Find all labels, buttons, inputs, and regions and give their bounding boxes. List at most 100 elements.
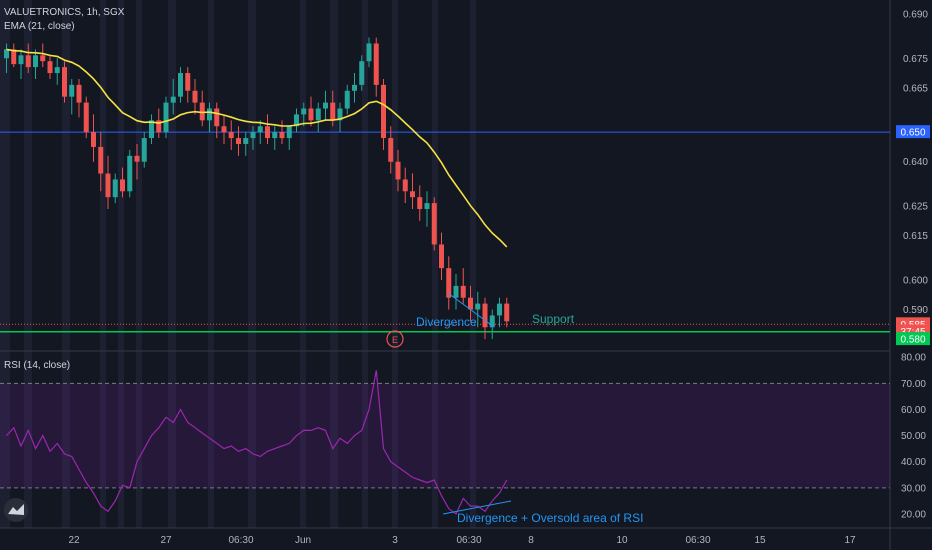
candle-body [468,297,473,310]
session-shade [24,0,32,528]
rsi-band-zone [0,383,890,488]
session-shade [432,0,438,528]
candle-body [308,108,314,121]
rsi-annotation[interactable]: Divergence + Oversold area of RSI [457,511,643,525]
ema-line [6,48,508,248]
candle-body [127,155,133,192]
tradingview-logo-icon[interactable] [4,498,28,522]
candle-body [294,114,299,127]
candle-body [170,96,176,103]
time-tick-label: 22 [68,535,80,546]
price-tag-label: 0.650 [900,128,925,139]
symbol-title: VALUETRONICS, 1h, SGX [4,7,125,18]
price-tick-label: 0.640 [903,157,928,168]
candle-body [431,203,437,245]
rsi-divergence-line[interactable] [442,500,512,515]
rsi-line [6,370,508,515]
candle-body [91,132,96,147]
candle-body [25,55,31,68]
candle-body [243,138,249,144]
price-tick-label: 0.675 [903,54,928,65]
candle-body [330,102,336,121]
candle-body [395,161,401,180]
candle-body [489,315,495,328]
session-shade [0,0,10,528]
candle-body [265,126,270,139]
session-shade [470,0,476,528]
candle-body [272,132,278,139]
candle-body [134,155,140,162]
rsi-tick-label: 30.00 [901,483,926,494]
rsi-tick-label: 80.00 [901,353,926,364]
session-shade [392,0,398,528]
candle-body [18,55,24,65]
price-tick-label: 0.690 [903,9,928,20]
price-divergence-line[interactable] [447,292,495,328]
time-tick-label: 06:30 [228,535,253,546]
candle-body [62,67,67,97]
candle-body [366,43,372,62]
candle-body [373,43,379,85]
candle-body [402,179,408,192]
candle-body [185,73,191,91]
support-annotation[interactable]: Support [532,312,575,326]
candle-body [279,132,285,139]
time-axis-ticks: 22 27 06:30 Jun 3 06:30 8 10 06:30 15 17 [68,535,856,546]
candle-body [141,138,147,162]
price-tick-label: 0.665 [903,83,928,94]
candle-body [214,108,220,127]
price-tag [896,332,930,346]
candle-body [120,179,125,192]
session-shade [118,0,124,528]
candle-body [460,285,466,298]
session-shade [168,0,176,528]
rsi-axis-ticks: 80.00 70.00 60.00 50.00 40.00 30.00 20.00 [901,353,926,521]
rsi-tick-label: 60.00 [901,405,926,416]
earnings-marker-label: E [392,335,398,345]
session-shade [136,0,142,528]
earnings-marker-icon[interactable] [386,330,404,348]
candle-body [315,108,321,121]
candle-body [69,84,75,97]
rsi-legend: RSI (14, close) [4,360,70,371]
candle-body [178,73,183,97]
time-tick-label: 15 [754,535,766,546]
session-shading [0,0,476,528]
candle-body [98,146,104,174]
candle-body [54,67,60,74]
candle-body [446,268,452,298]
time-tick-label: 17 [844,535,856,546]
candle-body [301,108,307,115]
rsi-tick-label: 20.00 [901,509,926,520]
candle-body [112,179,118,198]
ema-legend: EMA (21, close) [4,21,75,32]
time-tick-label: 06:30 [685,535,710,546]
candle-body [439,244,444,269]
candle-body [504,303,510,322]
time-tick-label: 3 [392,535,398,546]
candle-body [149,120,154,139]
time-tick-label: 10 [616,535,628,546]
session-shade [330,0,338,528]
session-shade [62,0,70,528]
divergence-annotation[interactable]: Divergence [416,315,477,329]
candlestick-series [4,37,510,340]
candle-body [286,126,292,139]
candle-body [4,49,9,59]
time-tick-label: 06:30 [456,535,481,546]
candle-body [410,191,415,198]
session-shade [100,0,106,528]
candle-body [199,102,205,121]
candle-body [388,138,394,162]
candle-body [323,102,328,109]
candle-body [359,61,365,85]
candle-body [497,303,502,316]
time-tick-label: Jun [295,535,311,546]
session-shade [300,0,306,528]
time-tick-label: 8 [528,535,534,546]
candle-body [257,126,263,133]
rsi-tick-label: 50.00 [901,431,926,442]
rsi-tick-label: 70.00 [901,379,926,390]
